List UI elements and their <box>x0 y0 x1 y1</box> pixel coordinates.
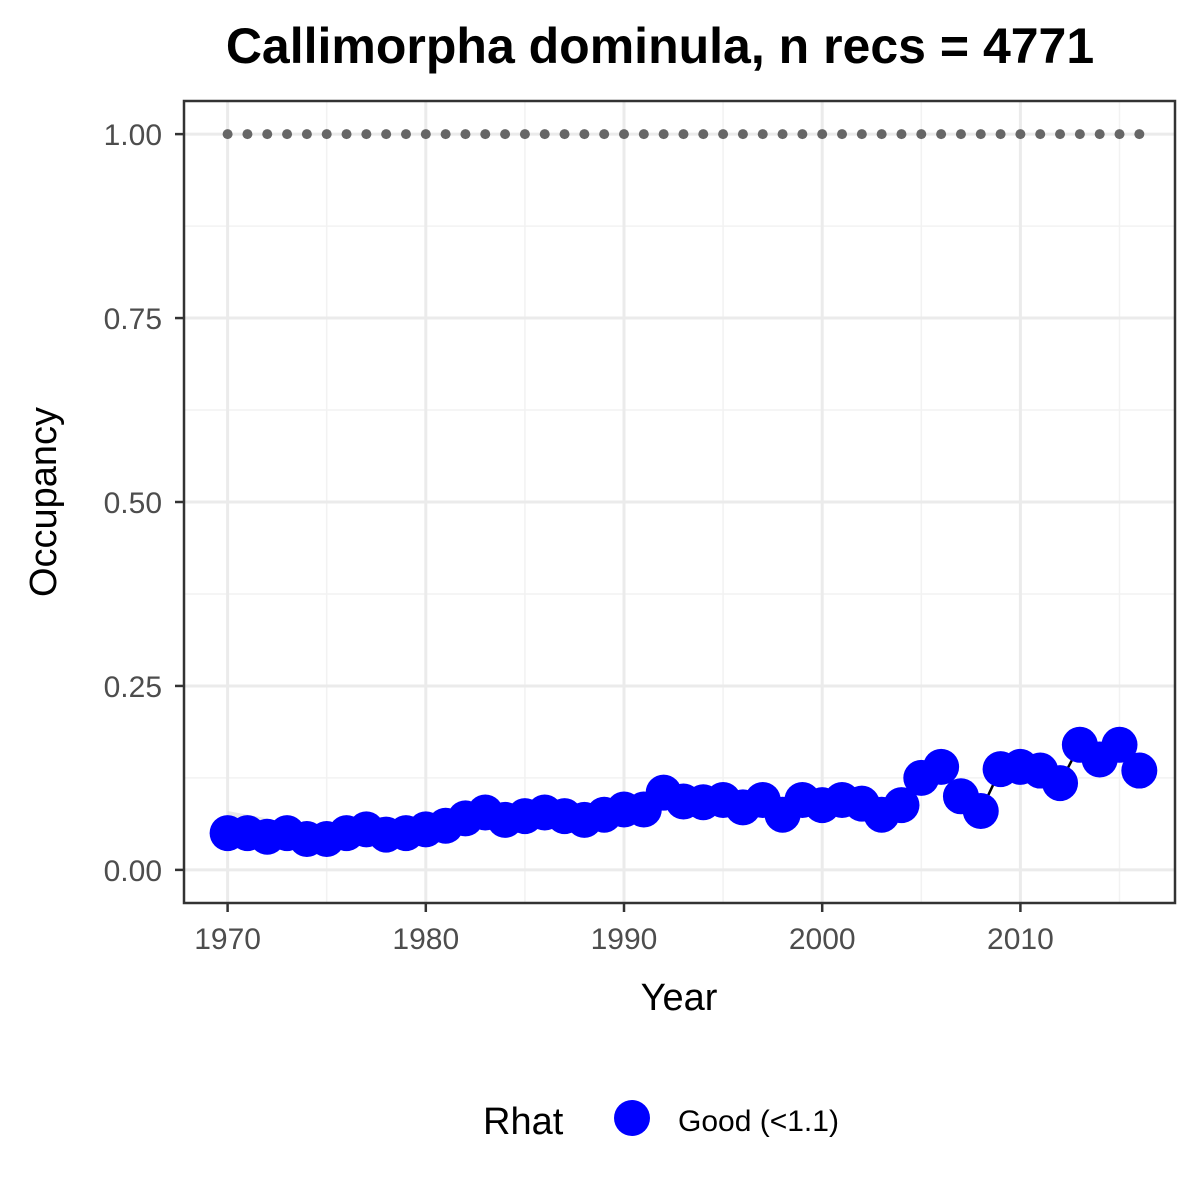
upper-bound-point <box>1094 129 1105 140</box>
upper-bound-point <box>718 129 729 140</box>
upper-bound-point <box>361 129 372 140</box>
upper-bound-point <box>797 129 808 140</box>
upper-bound-point <box>262 129 273 140</box>
y-tick-label: 0.25 <box>104 671 162 704</box>
upper-bound-point <box>936 129 947 140</box>
upper-bound-point <box>282 129 293 140</box>
x-tick-label: 1970 <box>194 923 261 956</box>
x-axis-title: Year <box>641 977 718 1019</box>
chart-title: Callimorpha dominula, n recs = 4771 <box>226 18 1094 74</box>
legend-key-good <box>614 1100 650 1136</box>
upper-bound-point <box>519 129 530 140</box>
upper-bound-point <box>539 129 550 140</box>
upper-bound-point <box>242 129 253 140</box>
x-tick-label: 2010 <box>987 923 1054 956</box>
upper-bound-point <box>975 129 986 140</box>
upper-bound-point <box>301 129 312 140</box>
y-axis: 0.00 0.25 0.50 0.75 1.00 <box>104 119 184 888</box>
upper-bound-point <box>460 129 471 140</box>
occupancy-point <box>883 787 920 824</box>
upper-bound-point <box>817 129 828 140</box>
upper-bound-point <box>599 129 610 140</box>
upper-bound-point <box>678 129 689 140</box>
upper-bound-point <box>579 129 590 140</box>
upper-bound-point <box>1134 129 1145 140</box>
upper-bound-point <box>837 129 848 140</box>
upper-bound-point <box>737 129 748 140</box>
upper-bound-point <box>222 129 233 140</box>
upper-bound-point <box>995 129 1006 140</box>
occupancy-point <box>1042 765 1079 802</box>
upper-bound-point <box>856 129 867 140</box>
upper-bound-point <box>1114 129 1125 140</box>
x-tick-label: 1980 <box>392 923 459 956</box>
upper-bound-point <box>1035 129 1046 140</box>
occupancy-point <box>1101 726 1138 763</box>
upper-bound-point <box>757 129 768 140</box>
y-tick-label: 0.00 <box>104 855 162 888</box>
upper-bound-point <box>440 129 451 140</box>
legend-title: Rhat <box>483 1101 564 1143</box>
y-tick-label: 1.00 <box>104 119 162 152</box>
upper-bound-point <box>1074 129 1085 140</box>
y-axis-title: Occupancy <box>23 407 65 597</box>
upper-bound-point <box>916 129 927 140</box>
legend: Rhat Good (<1.1) <box>483 1100 839 1143</box>
upper-bound-point <box>341 129 352 140</box>
upper-bound-point <box>638 129 649 140</box>
upper-bound-point <box>1055 129 1066 140</box>
y-tick-label: 0.50 <box>104 487 162 520</box>
upper-bound-point <box>321 129 332 140</box>
upper-bound-point <box>559 129 570 140</box>
upper-bound-point <box>420 129 431 140</box>
upper-bound-point <box>698 129 709 140</box>
upper-bound-point <box>381 129 392 140</box>
upper-bound-point <box>480 129 491 140</box>
upper-bound-point <box>658 129 669 140</box>
upper-bound-point <box>777 129 788 140</box>
x-axis: 1970 1980 1990 2000 2010 <box>194 903 1054 956</box>
y-tick-label: 0.75 <box>104 303 162 336</box>
upper-bound-point <box>955 129 966 140</box>
plot-panel <box>182 99 1177 905</box>
occupancy-point <box>1121 752 1158 789</box>
occupancy-point <box>923 748 960 785</box>
x-tick-label: 2000 <box>789 923 856 956</box>
upper-bound-point <box>896 129 907 140</box>
upper-bound-point <box>619 129 630 140</box>
upper-bound-point <box>876 129 887 140</box>
upper-bound-point <box>400 129 411 140</box>
upper-bound-point <box>1015 129 1026 140</box>
legend-label-good: Good (<1.1) <box>678 1105 839 1138</box>
occupancy-point <box>962 793 999 830</box>
x-tick-label: 1990 <box>591 923 658 956</box>
upper-bound-point <box>500 129 511 140</box>
